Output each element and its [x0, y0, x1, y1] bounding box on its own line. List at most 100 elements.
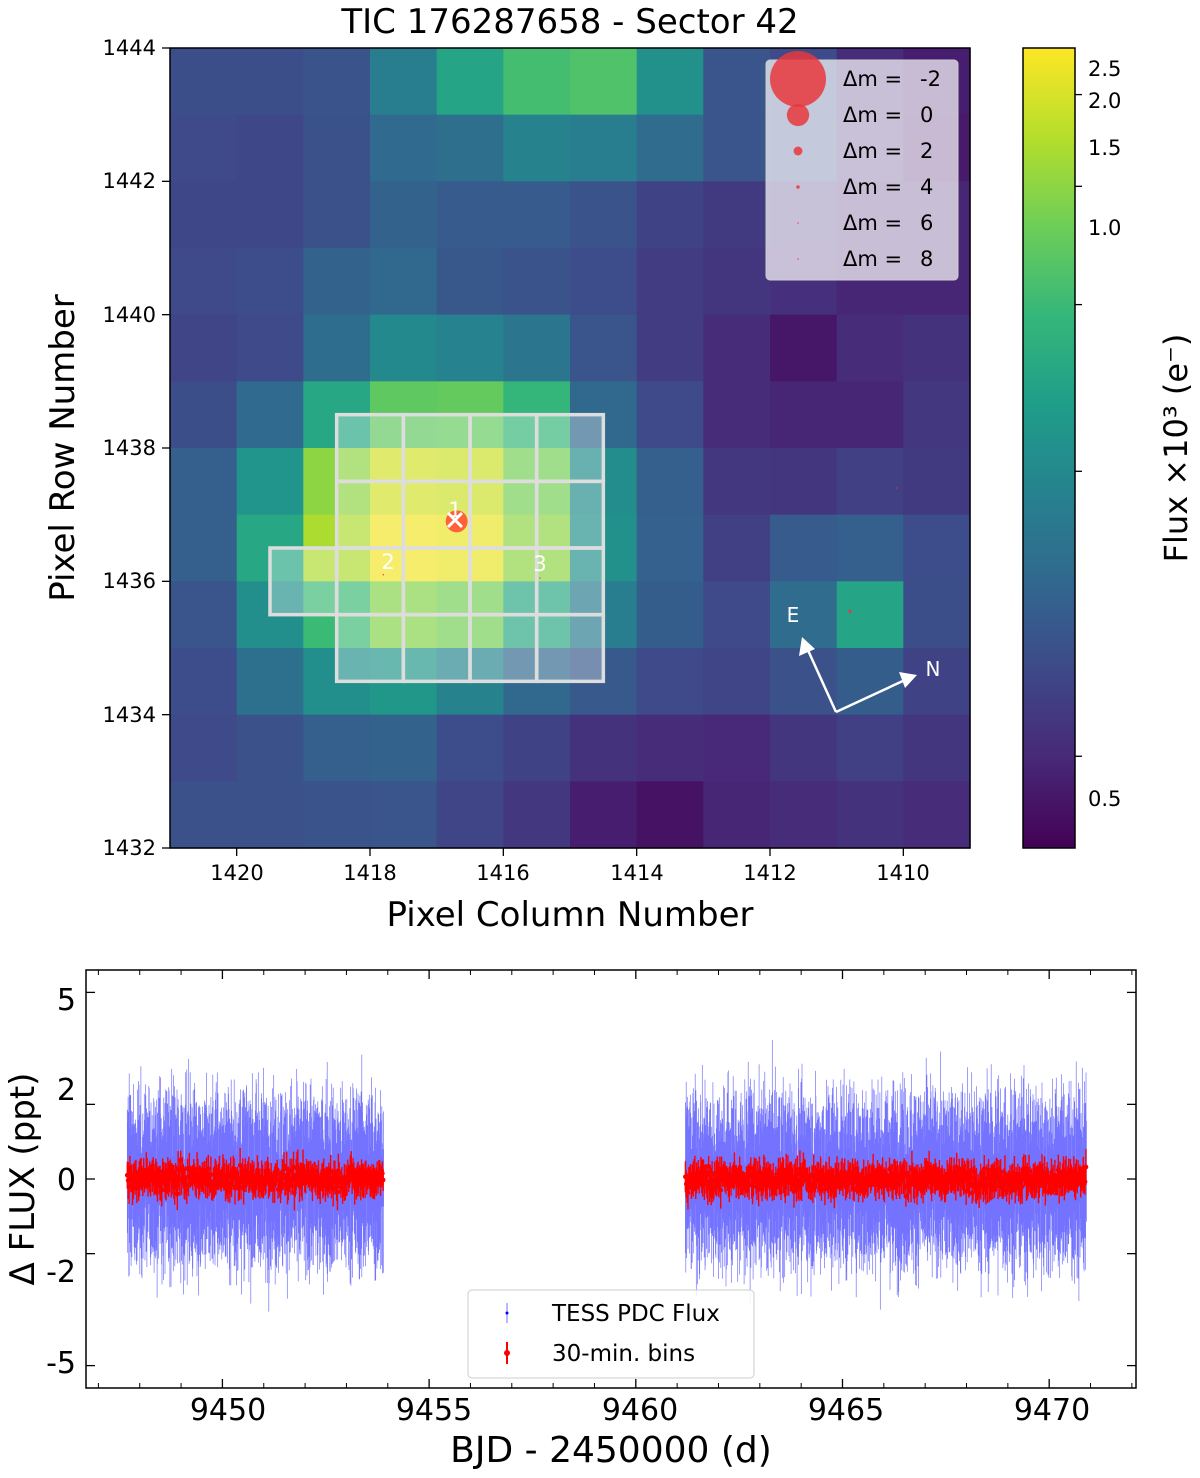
- heatmap-cell: [170, 114, 238, 182]
- bin-point: [174, 1191, 180, 1196]
- heatmap-cell: [703, 314, 771, 382]
- heatmap-cell: [636, 581, 704, 649]
- heatmap-cell: [903, 648, 971, 716]
- heatmap-cell: [236, 181, 304, 249]
- heatmap-cell: [503, 314, 571, 382]
- tpf-panel: TIC 176287658 - Sector 42 1420 1418 1416…: [43, 2, 1195, 935]
- compass-north-label: N: [926, 657, 941, 681]
- x-tick-label: 1420: [210, 861, 263, 885]
- heatmap-cell: [436, 114, 504, 182]
- aperture-pixel: [534, 612, 606, 684]
- heatmap-cell: [770, 514, 838, 582]
- star-label-3: 3: [533, 552, 546, 576]
- colorbar-tick-label: 2.0: [1088, 89, 1121, 113]
- star-marker: [848, 609, 852, 614]
- colorbar-tick-label: 1.5: [1088, 136, 1121, 160]
- aperture-pixel: [401, 612, 472, 684]
- bin-point: [205, 1166, 211, 1171]
- lc-x-axis-label: BJD - 2450000 (d): [450, 1430, 772, 1471]
- colorbar: [1022, 47, 1076, 849]
- heatmap-cell: [503, 781, 571, 849]
- heatmap-cell: [836, 448, 904, 516]
- x-tick-label: 9465: [808, 1393, 884, 1428]
- heatmap-cell: [370, 714, 438, 782]
- bin-point: [1026, 1168, 1032, 1174]
- heatmap-cell: [636, 181, 704, 249]
- compass: N E: [787, 603, 941, 714]
- y-tick-label: 1436: [103, 569, 156, 593]
- heatmap-cell: [370, 114, 438, 182]
- bin-point: [292, 1190, 297, 1196]
- x-tick-label: 9455: [396, 1393, 472, 1428]
- heatmap-cell: [570, 248, 638, 316]
- bin-point: [346, 1179, 352, 1185]
- lc-x-tick-labels: 9450 9455 9460 9465 9470: [190, 1393, 1090, 1428]
- heatmap-cell: [303, 781, 371, 849]
- heatmap-cell: [236, 781, 304, 849]
- x-tick-label: 1410: [876, 861, 929, 885]
- heatmap-cell: [303, 114, 371, 182]
- heatmap-cell: [636, 48, 704, 116]
- y-tick-label: 1444: [103, 36, 156, 60]
- aperture-pixel: [334, 412, 406, 484]
- heatmap-cell: [636, 514, 704, 582]
- heatmap-cell: [636, 314, 704, 382]
- heatmap-cell: [836, 514, 904, 582]
- aperture-pixel: [468, 479, 539, 550]
- heatmap-cell: [836, 781, 904, 849]
- bin-point: [311, 1168, 317, 1174]
- svg-text:Δm = 2: Δm = 2: [843, 139, 933, 163]
- star-label-2: 2: [381, 550, 394, 574]
- x-tick-label: 1414: [610, 861, 663, 885]
- bin-point: [379, 1171, 385, 1176]
- heatmap-cell: [636, 114, 704, 182]
- heatmap-cell: [170, 514, 238, 582]
- star-marker: [539, 577, 541, 579]
- bin-point: [718, 1187, 724, 1193]
- bin-point: [685, 1190, 691, 1195]
- heatmap-cell: [170, 248, 238, 316]
- heatmap-cell: [303, 248, 371, 316]
- bin-point: [273, 1171, 279, 1177]
- heatmap-cell: [836, 581, 904, 649]
- y-tick-label: 1442: [103, 169, 156, 193]
- heatmap-cell: [370, 781, 438, 849]
- aperture-pixel: [401, 546, 472, 617]
- x-tick-label: 1416: [476, 861, 529, 885]
- aperture-pixel: [401, 412, 472, 484]
- tpf-y-tick-labels: 1432 1434 1436 1438 1440 1442 1444: [103, 36, 156, 860]
- dm-legend: Δm = -2 Δm = 0 Δm = 2 Δm = 4 Δm = 6 Δm =…: [765, 51, 959, 281]
- heatmap-cell: [370, 314, 438, 382]
- heatmap-cell: [636, 448, 704, 516]
- y-tick-label: 1432: [103, 836, 156, 860]
- heatmap-cell: [236, 381, 304, 449]
- tpf-ticks: [162, 47, 904, 856]
- dm-legend-entry: Δm = 4: [843, 175, 933, 199]
- heatmap-cell: [170, 581, 238, 649]
- bin-point: [986, 1167, 991, 1173]
- colorbar-tick-label: 0.5: [1088, 787, 1121, 811]
- aperture-pixel: [468, 612, 539, 684]
- dm-legend-entry: Δm = -2: [843, 67, 941, 91]
- y-tick-label: -2: [46, 1255, 76, 1290]
- bin-point: [281, 1163, 287, 1169]
- bin-point: [1039, 1168, 1045, 1173]
- x-tick-label: 9460: [602, 1393, 678, 1428]
- heatmap-cell: [303, 714, 371, 782]
- heatmap-cell: [836, 714, 904, 782]
- heatmap-cell: [570, 714, 638, 782]
- x-tick-label: 1418: [343, 861, 396, 885]
- heatmap-cell: [903, 381, 971, 449]
- heatmap-cell: [303, 181, 371, 249]
- bin-point: [1019, 1184, 1025, 1190]
- compass-east-arrow: [805, 647, 838, 713]
- heatmap-cell: [703, 514, 771, 582]
- tpf-title: TIC 176287658 - Sector 42: [340, 2, 798, 42]
- heatmap-cell: [170, 648, 238, 716]
- heatmap-cell: [770, 448, 838, 516]
- east-arrowhead-icon: [799, 637, 815, 656]
- svg-text:Δm = 8: Δm = 8: [843, 247, 933, 271]
- heatmap-cell: [636, 781, 704, 849]
- heatmap-cell: [436, 48, 504, 116]
- heatmap-cell: [703, 581, 771, 649]
